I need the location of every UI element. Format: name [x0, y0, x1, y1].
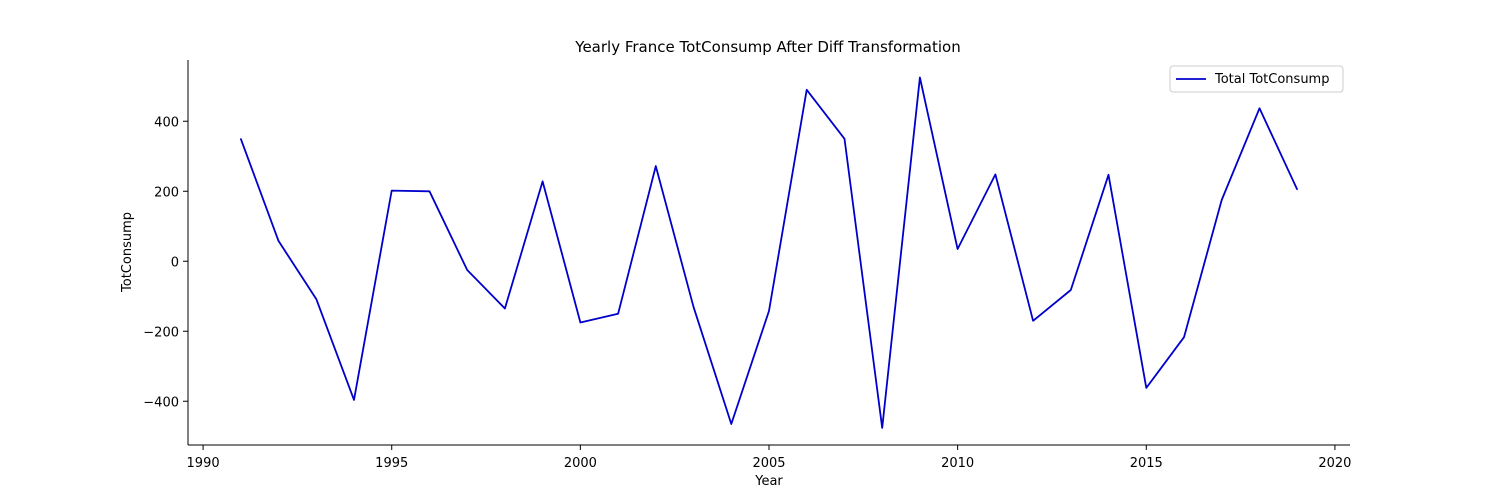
- data-point: [315, 298, 317, 300]
- data-point: [994, 173, 996, 176]
- data-point: [1221, 199, 1223, 201]
- data-point: [466, 269, 468, 271]
- y-tick-label: −400: [143, 395, 179, 410]
- y-tick-label: −200: [143, 325, 179, 340]
- data-point: [1107, 174, 1110, 176]
- x-tick-label: 2015: [1130, 456, 1163, 471]
- legend: Total TotConsump: [1169, 65, 1344, 93]
- data-point: [1145, 387, 1147, 389]
- data-point: [1258, 107, 1261, 109]
- data-point: [579, 321, 581, 324]
- x-tick-label: 1995: [375, 456, 408, 471]
- data-point: [240, 138, 242, 140]
- data-point: [843, 138, 846, 140]
- data-point: [881, 427, 883, 429]
- y-ticks: −400 −200 0 200 400: [143, 115, 188, 410]
- x-axis-label: Year: [754, 474, 783, 489]
- x-tick-label: 1990: [187, 456, 220, 471]
- data-point: [1183, 336, 1185, 338]
- legend-label: Total TotConsump: [1214, 72, 1329, 87]
- data-point: [391, 189, 393, 192]
- series-layer: [239, 76, 1299, 429]
- data-point: [617, 313, 619, 315]
- data-point: [692, 306, 695, 308]
- x-tick-label: 2010: [941, 456, 974, 471]
- data-point: [504, 307, 506, 310]
- x-tick-label: 2020: [1318, 456, 1351, 471]
- y-tick-label: 0: [171, 255, 179, 270]
- data-point: [730, 423, 732, 425]
- data-point: [428, 190, 431, 192]
- y-tick-label: 400: [154, 115, 179, 130]
- data-point: [768, 310, 770, 312]
- x-tick-label: 2000: [564, 456, 597, 471]
- legend-box: [1169, 65, 1344, 93]
- data-point: [655, 165, 657, 167]
- y-axis-label: TotConsump: [120, 212, 135, 293]
- chart-title: Yearly France TotConsump After Diff Tran…: [574, 38, 960, 56]
- data-point: [277, 240, 280, 242]
- data-point: [353, 399, 355, 401]
- data-point: [919, 76, 921, 79]
- x-ticks: 1990 1995 2000 2005 2010 2015 2020: [187, 445, 1351, 471]
- data-point: [806, 89, 808, 91]
- data-point: [1296, 188, 1298, 191]
- series-line: [239, 76, 1299, 429]
- data-point: [1032, 320, 1034, 322]
- plot-area: 1990 1995 2000 2005 2010 2015 2020 −400 −200 0 20…: [143, 60, 1351, 471]
- y-tick-label: 200: [154, 185, 179, 200]
- x-tick-label: 2005: [752, 456, 785, 471]
- data-point: [1070, 289, 1072, 291]
- data-point: [957, 248, 959, 250]
- data-point: [542, 180, 544, 183]
